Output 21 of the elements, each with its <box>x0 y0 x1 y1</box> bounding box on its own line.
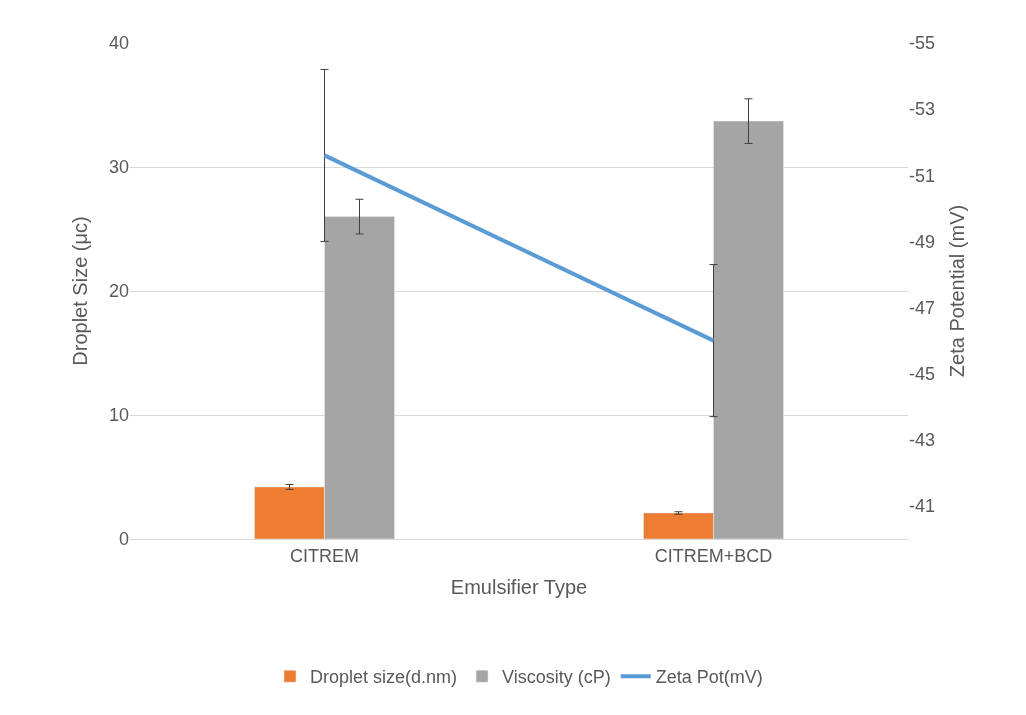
y2-tick-label: -49 <box>909 231 936 252</box>
y2-tick-label: -43 <box>909 430 936 451</box>
legend-label: Viscosity (cP) <box>502 667 611 688</box>
x-tick-label: CITREM <box>290 545 359 566</box>
y-tick-label: 20 <box>108 281 129 302</box>
y2-tick-label: -51 <box>909 165 936 186</box>
y-tick-label: 10 <box>108 405 129 426</box>
y2-tick-label: -47 <box>909 297 936 318</box>
x-axis-title: Emulsifier Type <box>450 576 588 599</box>
y-tick-label: 0 <box>118 529 129 550</box>
legend-label: Zeta Pot(mV) <box>655 667 763 688</box>
y2-tick-label: -55 <box>909 33 936 54</box>
legend-label: Droplet size(d.nm) <box>310 667 458 688</box>
y2-tick-label: -53 <box>909 99 936 120</box>
y-tick-label: 30 <box>108 157 129 178</box>
y2-axis-title: Zeta Potential (mV) <box>945 204 968 378</box>
y-tick-label: 40 <box>108 33 129 54</box>
y2-tick-label: -45 <box>909 363 936 384</box>
x-tick-label: CITREM+BCD <box>654 545 773 566</box>
y-axis-title: Droplet Size (μc) <box>69 216 92 366</box>
y2-tick-label: -41 <box>909 496 936 517</box>
